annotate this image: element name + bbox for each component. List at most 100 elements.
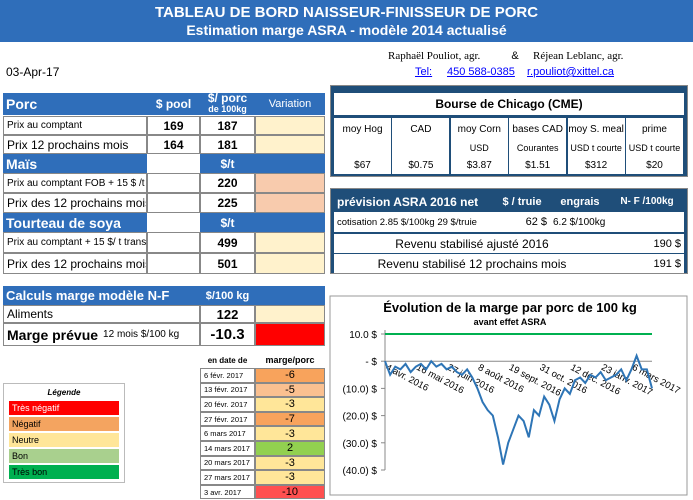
variation-cell — [255, 135, 325, 154]
marge-label: 12 mois $/100 kg — [103, 329, 180, 340]
x-tick-label: 31 oct. 2016 — [538, 362, 589, 396]
variation-cell — [255, 323, 325, 346]
history-date: 27 févr. 2017 — [200, 411, 255, 427]
line-series — [384, 352, 653, 465]
history-value: -3 — [255, 426, 325, 441]
row-label: Prix au comptant — [3, 116, 147, 135]
row-label: Prix au comptant + 15 $/ t transport — [3, 232, 147, 253]
revenu-value: 191 $ — [610, 254, 684, 273]
revenu-label: Revenu stabilisé 12 prochains mois — [334, 254, 610, 273]
row-label: Prix des 12 prochains mois — [3, 253, 147, 274]
legend-item: Très bon — [8, 464, 120, 480]
section-title: Porc — [3, 93, 147, 115]
column-header-line: de 100kg — [208, 104, 247, 114]
cotisation-label: cotisation 2.85 $/100kg 29 $/truie — [334, 212, 494, 232]
history-date: 13 févr. 2017 — [200, 382, 255, 398]
history-value: -5 — [255, 382, 325, 398]
history-value: -7 — [255, 411, 325, 427]
section-title: Tourteau de soya — [3, 213, 147, 232]
chart-title: Évolution de la marge par porc de 100 kg — [383, 300, 637, 315]
chart-frame — [329, 295, 688, 496]
row-label: Marge prévue 12 mois $/100 kg — [3, 323, 200, 346]
column-header: $/t — [200, 213, 255, 232]
separator: & — [511, 50, 519, 62]
history-value: -10 — [255, 484, 325, 500]
revenu-value: 190 $ — [610, 234, 684, 253]
history-date: 3 avr. 2017 — [200, 484, 255, 500]
column-header: $ pool — [147, 93, 200, 115]
cme-unit — [392, 140, 450, 156]
cme-value: $3.87 — [450, 156, 508, 174]
x-tick-label: 4 avr. 2016 — [384, 362, 431, 394]
cme-name: CAD — [392, 118, 450, 140]
cme-name: prime — [626, 118, 683, 140]
author: Réjean Leblanc, agr. — [533, 50, 624, 62]
cme-unit — [334, 140, 391, 156]
column-header: engrais — [560, 195, 600, 208]
title: TABLEAU DE BORD NAISSEUR-FINISSEUR DE PO… — [154, 3, 539, 21]
value-cell: 181 — [200, 135, 255, 154]
cme-name: bases CAD — [509, 118, 567, 140]
x-tick-label: 16 mai 2016 — [414, 362, 465, 396]
y-tick-label: (20.0) $ — [343, 412, 378, 423]
prevision-title: prévision ASRA 2016 net — [337, 194, 479, 209]
column-header: N- F /100kg — [620, 196, 674, 207]
variation-cell — [255, 173, 325, 193]
section-title: Maïs — [3, 154, 147, 173]
column-header: $/100 kg — [200, 286, 255, 305]
x-tick-label: 27 juin 2016 — [445, 362, 496, 396]
history-value: -3 — [255, 470, 325, 485]
subtitle: Estimation marge ASRA - modèle 2014 actu… — [186, 22, 507, 38]
row-label: Prix 12 prochains mois — [3, 135, 147, 154]
cme-name: moy Corn — [450, 118, 508, 140]
y-tick-label: - $ — [365, 357, 377, 368]
email: r.pouliot@xittel.ca — [527, 66, 614, 78]
variation-cell — [255, 232, 325, 253]
variation-cell — [255, 193, 325, 213]
cme-value: $1.51 — [509, 156, 567, 174]
pool-cell — [147, 253, 200, 274]
value-cell: 187 — [200, 116, 255, 135]
section-title: Calculs marge modèle N-F — [3, 286, 200, 305]
pool-cell — [147, 232, 200, 253]
blank — [610, 212, 684, 232]
row-label: Prix des 12 prochains mois — [3, 193, 147, 213]
chart-subtitle: avant effet ASRA — [474, 317, 547, 327]
pool-cell: 164 — [147, 135, 200, 154]
column-header: marge/porc — [265, 355, 315, 365]
pool-cell — [147, 193, 200, 213]
y-tick-label: (10.0) $ — [343, 384, 378, 395]
row-label: Aliments — [3, 305, 200, 323]
header-fill — [255, 286, 325, 305]
marge-label: Marge prévue — [7, 326, 99, 343]
date: 03-Apr-17 — [6, 65, 60, 79]
cme-unit: Courantes — [509, 140, 567, 156]
column-header-line: $/ porc — [207, 93, 248, 105]
value-cell: 220 — [200, 173, 255, 193]
cme-value: $67 — [334, 156, 391, 174]
history-date: 6 mars 2017 — [200, 426, 255, 441]
value-cell: 499 — [200, 232, 255, 253]
variation-cell — [255, 116, 325, 135]
pool-cell: 169 — [147, 116, 200, 135]
header-fill — [255, 154, 325, 173]
legend-item: Négatif — [8, 416, 120, 432]
x-tick-label: 19 sept. 2016 — [507, 362, 563, 399]
cotisation-engrais: 6.2 $/100kg — [550, 212, 610, 232]
cme-value: $312 — [567, 156, 625, 174]
x-tick-label: 12 déc. 2016 — [568, 362, 622, 398]
column-header: $/ porc de 100kg — [200, 93, 255, 115]
header-fill — [255, 213, 325, 232]
history-date: 14 mars 2017 — [200, 441, 255, 456]
column-header: en date de — [207, 355, 248, 365]
legend-item: Neutre — [8, 432, 120, 448]
title-bar — [0, 0, 693, 42]
value-cell: -10.3 — [200, 323, 255, 346]
value-cell: 122 — [200, 305, 255, 323]
history-date: 6 févr. 2017 — [200, 368, 255, 383]
history-value: -3 — [255, 397, 325, 412]
y-tick-label: 10.0 $ — [349, 330, 377, 341]
legend-item: Très négatif — [8, 400, 120, 416]
x-tick-label: 6 mars 2017 — [630, 362, 682, 397]
